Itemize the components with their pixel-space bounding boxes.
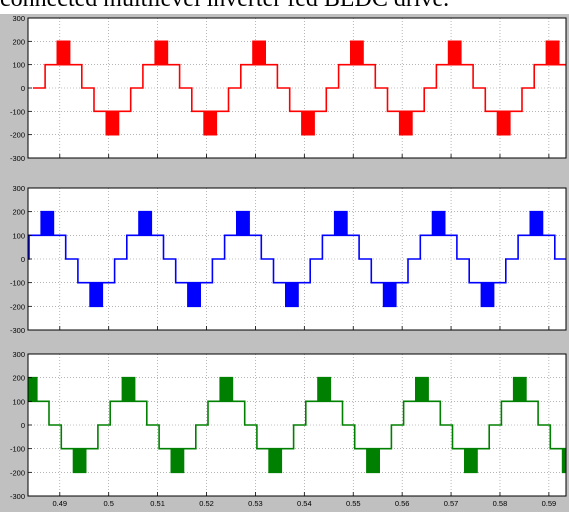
y-tick-label: 0 xyxy=(21,84,25,93)
x-tick-label: 0.52 xyxy=(199,499,214,508)
y-tick-label: 100 xyxy=(12,61,25,70)
y-tick-label: 200 xyxy=(12,37,25,46)
x-tick-label: 0.5 xyxy=(103,499,113,508)
y-tick-label: -200 xyxy=(10,131,25,140)
y-tick-label: 0 xyxy=(21,255,25,264)
y-tick-label: -100 xyxy=(10,107,25,116)
y-tick-label: 0 xyxy=(21,421,25,430)
y-tick-label: 200 xyxy=(12,208,25,217)
x-tick-label: 0.55 xyxy=(346,499,361,508)
y-tick-label: -300 xyxy=(10,492,25,501)
axes-1: -300 -200 -100 0 100 200 300 xyxy=(10,14,567,163)
scope-figure: -300 -200 -100 0 100 200 300 -300 -200 -100 0 100 20… xyxy=(0,14,569,512)
x-tick-label: 0.57 xyxy=(444,499,459,508)
y-tick-label: 300 xyxy=(12,350,25,359)
y-tick-label: -100 xyxy=(10,445,25,454)
y-tick-label: -300 xyxy=(10,154,25,163)
figure-caption: connected multilevel inverter fed BLDC d… xyxy=(0,0,449,13)
y-tick-label: 300 xyxy=(12,14,25,23)
y-tick-label: 300 xyxy=(12,184,25,193)
x-tick-label: 0.53 xyxy=(248,499,263,508)
series-line xyxy=(28,376,566,474)
axes-2: -300 -200 -100 0 100 200 300 xyxy=(10,184,567,335)
y-tick-label: -300 xyxy=(10,326,25,335)
y-tick-label: 100 xyxy=(12,231,25,240)
x-tick-label: 0.59 xyxy=(542,499,557,508)
grid xyxy=(28,18,566,158)
y-tick-label: 100 xyxy=(12,397,25,406)
x-tick-label: 0.56 xyxy=(395,499,410,508)
y-tick-label: -200 xyxy=(10,468,25,477)
axes-3: -300 -200 -100 0 100 200 300 0.49 0.5 0.51 0.52 0.5… xyxy=(10,350,567,508)
y-tick-label: 200 xyxy=(12,374,25,383)
x-tick-label: 0.49 xyxy=(52,499,67,508)
series-line xyxy=(28,210,566,308)
series-line xyxy=(32,40,566,136)
y-tick-label: -200 xyxy=(10,302,25,311)
x-tick-label: 0.51 xyxy=(150,499,165,508)
y-tick-label: -100 xyxy=(10,279,25,288)
x-tick-label: 0.58 xyxy=(493,499,508,508)
x-tick-label: 0.54 xyxy=(297,499,312,508)
